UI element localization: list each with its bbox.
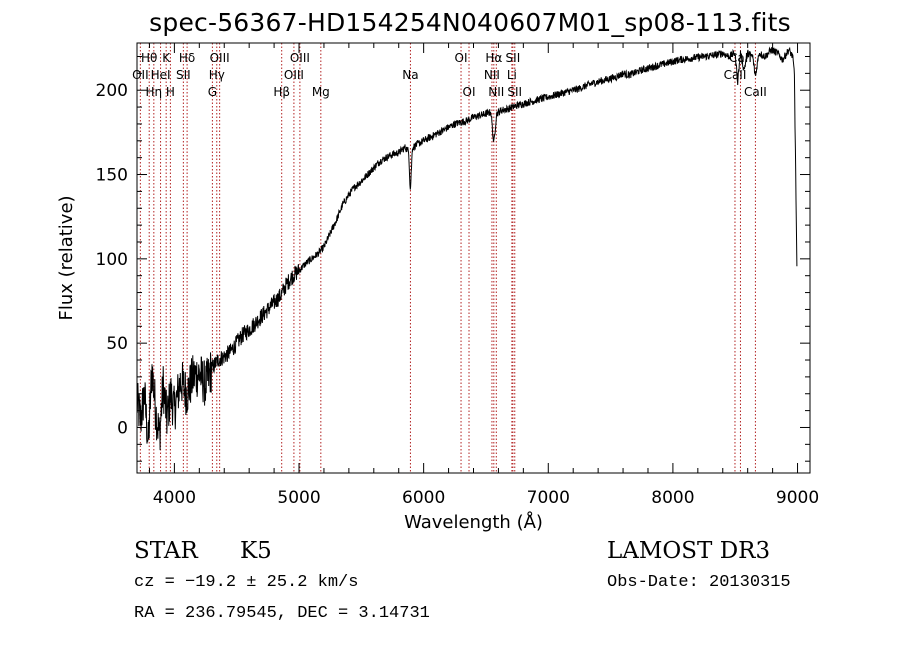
redshift-velocity: cz = −19.2 ± 25.2 km/s [134, 573, 359, 592]
spectral-line-label: Hγ [209, 68, 225, 82]
spectral-subclass: K5 [240, 538, 272, 564]
spectral-line-label: OIII [284, 68, 304, 82]
y-axis-label: Flux (relative) [56, 195, 77, 320]
y-tick-label: 50 [106, 334, 128, 354]
spectral-line-label: Hα [485, 51, 502, 65]
spectral-line-label: OI [455, 51, 468, 65]
spectral-line-label: Hβ [273, 85, 290, 99]
spectral-line-label: SII [506, 51, 521, 65]
spectral-line-labels: Hθ OII Hη K HeI H Hδ SII OIII Hγ G Hβ OIII OIII Mg Na OI… [132, 51, 767, 99]
spectral-line-label: NII [484, 68, 500, 82]
spectral-line-label: Na [402, 68, 418, 82]
spectral-line-label: Li [507, 68, 517, 82]
spectral-line-label: CaII [724, 68, 747, 82]
spectral-line-label: G [208, 85, 217, 99]
coordinates-ra-dec: RA = 236.79545, DEC = 3.14731 [134, 604, 430, 623]
spectral-line-label: H [166, 85, 175, 99]
spectral-line-label: Hη [146, 85, 163, 99]
spectral-line-label: OIII [290, 51, 310, 65]
object-class: STAR [134, 538, 198, 564]
chart-title: spec-56367-HD154254N040607M01_sp08-113.f… [149, 8, 791, 37]
spectral-line-label: SII [507, 85, 522, 99]
spectral-line-label: OIII [210, 51, 230, 65]
spectral-line-label: NII [488, 85, 504, 99]
x-tick-label: 7000 [527, 488, 570, 508]
x-axis-label: Wavelength (Å) [404, 511, 543, 533]
spectral-line-markers [139, 43, 756, 473]
spectral-line-label: Hθ [141, 51, 157, 65]
spectral-line-label: SII [176, 68, 191, 82]
spectral-line-label: CaII [744, 85, 767, 99]
spectral-line-label: Hδ [179, 51, 195, 65]
y-tick-label: 200 [96, 81, 128, 101]
y-tick-label: 150 [96, 166, 128, 186]
spectral-line-label: OII [132, 68, 149, 82]
spectral-line-label: HeI [151, 68, 171, 82]
x-tick-label: 8000 [651, 488, 694, 508]
axis-ticks: 4000 5000 6000 7000 8000 9000 0 50 100 150 200 [96, 43, 819, 508]
spectral-line-label: K [162, 51, 171, 65]
observation-date: Obs-Date: 20130315 [607, 573, 791, 592]
x-tick-label: 5000 [277, 488, 320, 508]
x-tick-label: 9000 [776, 488, 819, 508]
y-tick-label: 100 [96, 250, 128, 270]
plot-frame [136, 42, 811, 474]
x-tick-label: 4000 [153, 488, 196, 508]
x-tick-label: 6000 [402, 488, 445, 508]
spectral-line-label: Mg [312, 85, 330, 99]
spectrum-series-line [136, 46, 798, 451]
spectral-line-label: OI [463, 85, 476, 99]
survey-name: LAMOST DR3 [607, 538, 771, 564]
y-tick-label: 0 [117, 418, 128, 438]
